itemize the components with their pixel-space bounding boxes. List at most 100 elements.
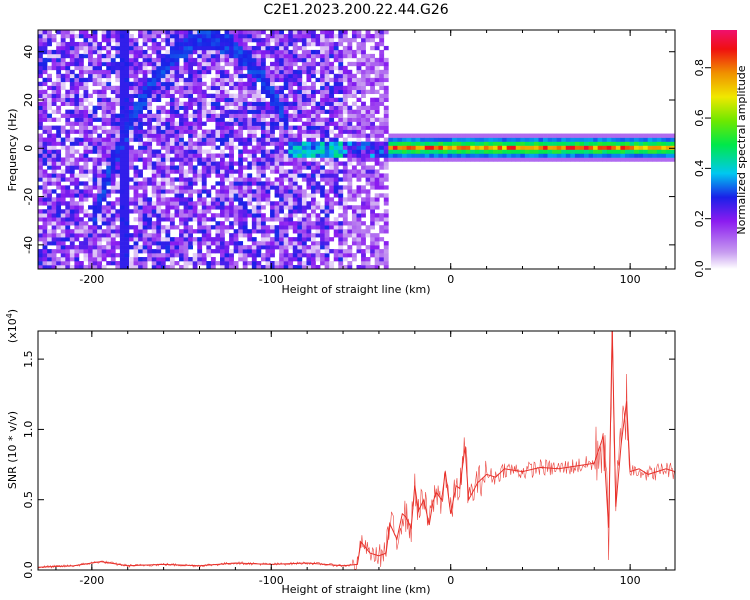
heatmap-cell (433, 137, 439, 142)
heatmap-cell (283, 93, 289, 99)
heatmap-cell (47, 229, 52, 234)
heatmap-cell (274, 97, 280, 102)
heatmap-cell (283, 81, 289, 87)
heatmap-cell (406, 157, 412, 162)
heatmap-cell (329, 49, 335, 55)
heatmap-cell (652, 153, 658, 158)
heatmap-cell (88, 145, 93, 150)
heatmap-cell (315, 117, 321, 122)
heatmap-cell (238, 173, 244, 178)
heatmap-cell (142, 225, 148, 230)
heatmap-cell (69, 257, 75, 262)
heatmap-cell (174, 185, 180, 190)
heatmap-cell (215, 117, 221, 122)
heatmap-cell (160, 229, 166, 234)
heatmap-cell (238, 65, 244, 71)
heatmap-cell (160, 109, 166, 114)
heatmap-cell (297, 113, 303, 118)
heatmap-cell (83, 145, 89, 150)
heatmap-cell (256, 205, 262, 210)
heatmap-cell (101, 189, 107, 194)
heatmap-cell (210, 105, 216, 110)
heatmap-cell (270, 81, 275, 87)
heatmap-cell (465, 137, 471, 142)
heatmap-cell (179, 69, 184, 75)
heatmap-cell (242, 45, 248, 51)
heatmap-cell (274, 65, 280, 71)
heatmap-cell (88, 77, 93, 83)
heatmap-cell (297, 145, 303, 150)
heatmap-cell (465, 149, 471, 154)
heatmap-cell (215, 105, 221, 110)
heatmap-cell (324, 213, 330, 218)
heatmap-cell (283, 137, 289, 142)
heatmap-cell (188, 133, 193, 138)
heatmap-cell (342, 101, 348, 106)
heatmap-cell (260, 181, 266, 186)
heatmap-cell (174, 205, 180, 210)
heatmap-cell (233, 229, 239, 234)
heatmap-cell (183, 209, 189, 214)
heatmap-cell (520, 157, 526, 162)
heatmap-cell (374, 117, 380, 122)
heatmap-cell (347, 129, 353, 134)
heatmap-cell (110, 213, 116, 218)
heatmap-cell (283, 261, 289, 266)
heatmap-cell (106, 117, 112, 122)
heatmap-cell (474, 153, 480, 158)
heatmap-cell (338, 49, 344, 55)
heatmap-cell (270, 129, 275, 134)
heatmap-cell (101, 73, 107, 79)
heatmap-cell (620, 157, 626, 162)
heatmap-cell (561, 145, 567, 150)
heatmap-cell (156, 241, 162, 246)
heatmap-cell (365, 261, 371, 266)
heatmap-cell (201, 237, 207, 242)
heatmap-cell (374, 149, 380, 154)
heatmap-cell (97, 89, 102, 95)
heatmap-cell (74, 249, 80, 254)
heatmap-cell (274, 181, 280, 186)
heatmap-cell (60, 81, 66, 87)
heatmap-cell (320, 253, 325, 258)
heatmap-cell (224, 205, 230, 210)
heatmap-cell (297, 221, 303, 226)
heatmap-cell (474, 137, 480, 142)
heatmap-cell (365, 73, 371, 79)
heatmap-cell (274, 77, 280, 83)
heatmap-cell (138, 149, 143, 154)
heatmap-cell (106, 229, 112, 234)
heatmap-cell (356, 109, 362, 114)
heatmap-cell (452, 149, 457, 154)
heatmap-cell (160, 105, 166, 110)
heatmap-cell (74, 193, 80, 198)
heatmap-cell (138, 157, 143, 162)
heatmap-cell (201, 189, 207, 194)
heatmap-cell (301, 245, 307, 250)
heatmap-cell (210, 217, 216, 222)
heatmap-cell (320, 233, 325, 238)
heatmap-cell (201, 49, 207, 55)
heatmap-cell (156, 105, 162, 110)
heatmap-cell (124, 209, 130, 214)
heatmap-cell (365, 117, 371, 122)
heatmap-cell (356, 169, 362, 174)
heatmap-cell (56, 261, 62, 266)
heatmap-cell (392, 153, 398, 158)
heatmap-cell (83, 157, 89, 162)
heatmap-cell (78, 105, 84, 110)
heatmap-cell (47, 125, 52, 130)
heatmap-cell (201, 149, 207, 154)
heatmap-cell (315, 181, 321, 186)
heatmap-cell (129, 177, 134, 182)
heatmap-cell (124, 241, 130, 246)
heatmap-cell (315, 153, 321, 158)
heatmap-cell (147, 141, 153, 146)
heatmap-cell (256, 57, 262, 63)
heatmap-cell (251, 153, 257, 158)
heatmap-cell (593, 141, 598, 146)
heatmap-cell (297, 245, 303, 250)
heatmap-cell (242, 137, 248, 142)
heatmap-cell (197, 197, 203, 202)
